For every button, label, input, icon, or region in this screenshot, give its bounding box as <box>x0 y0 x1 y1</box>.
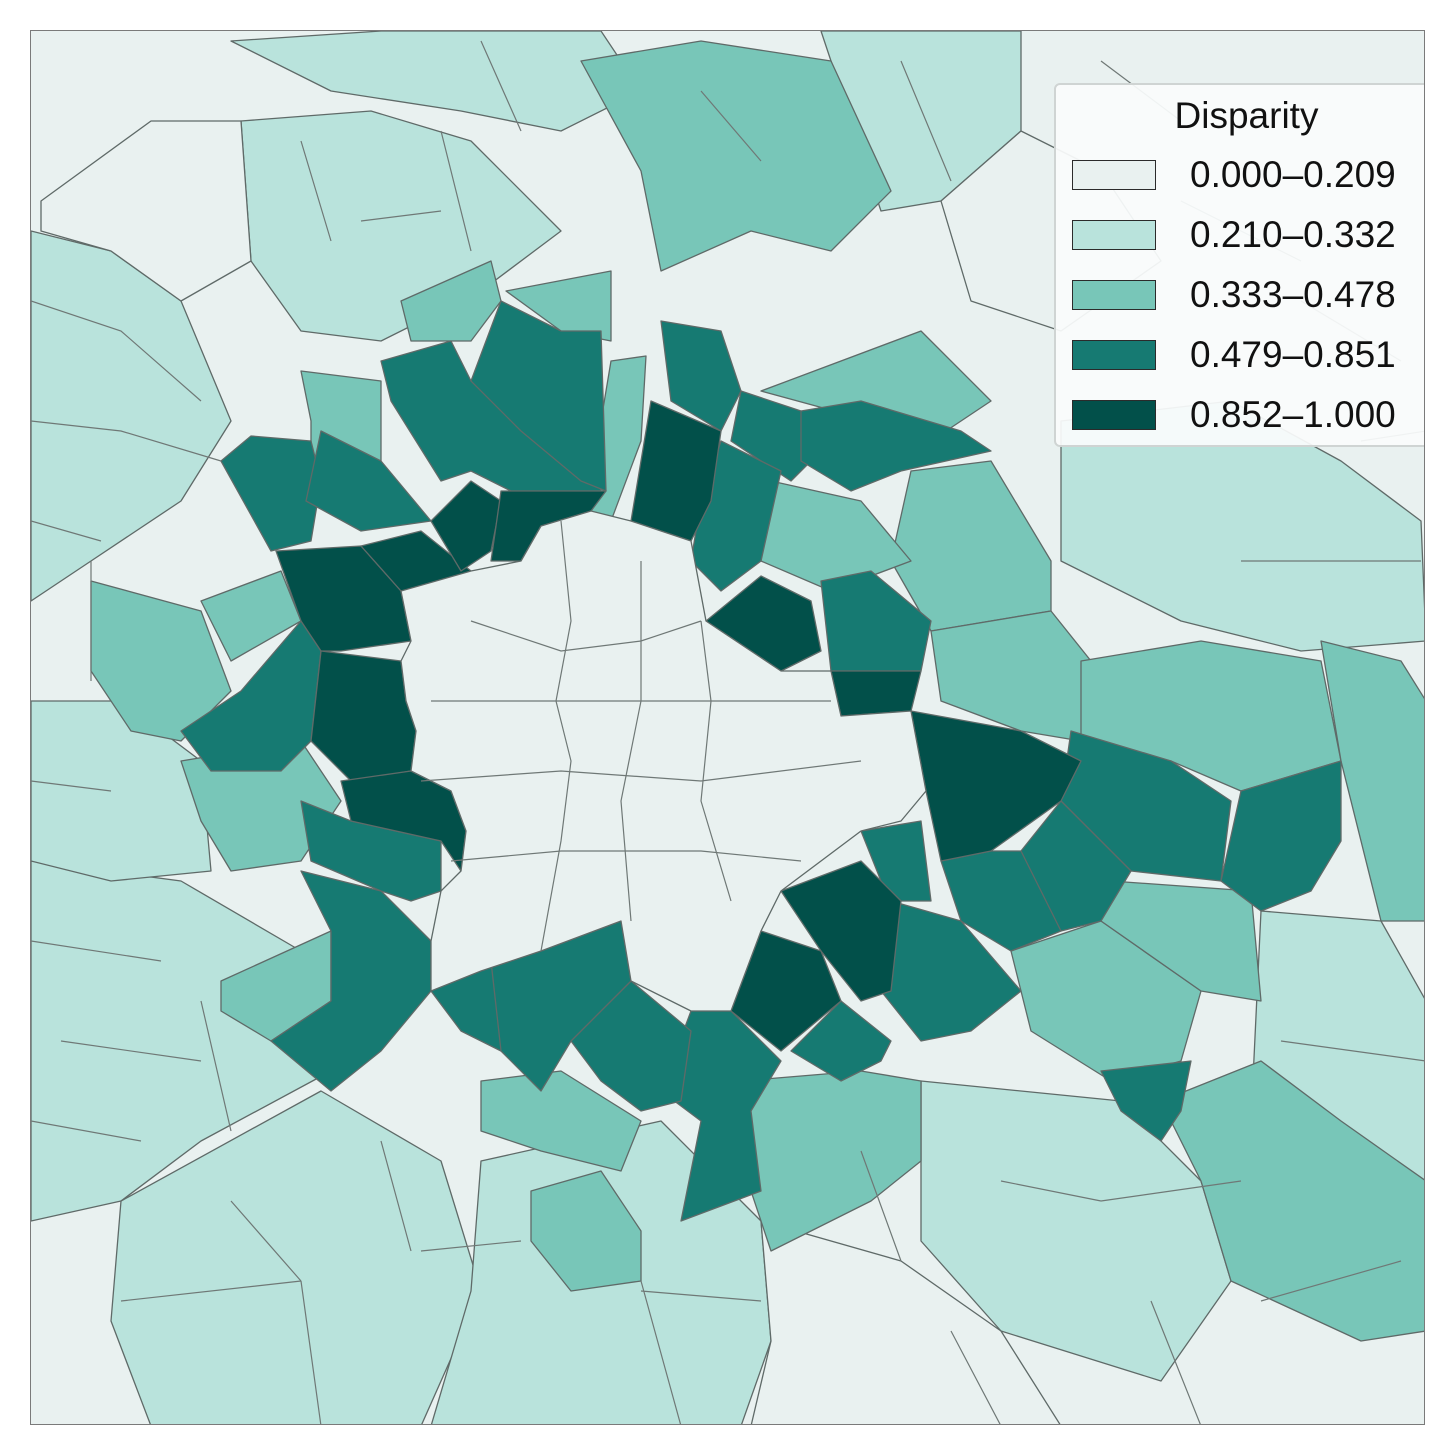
map-canvas <box>31 31 1424 1424</box>
region-core-e-a <box>830 670 922 717</box>
region-ring-ne-b <box>730 390 812 482</box>
region-ring-nw-a <box>220 435 322 552</box>
legend-label: 0.852–1.000 <box>1190 394 1396 435</box>
core-ring-layer <box>275 400 1082 1052</box>
region-ring-e-a <box>820 570 932 672</box>
legend-entry: 0.852–1.000 <box>1072 394 1422 435</box>
region-north-tract-c <box>505 270 612 342</box>
legend-swatch <box>1072 160 1156 190</box>
legend-swatch <box>1072 400 1156 430</box>
legend-swatch <box>1072 220 1156 250</box>
region-core-e-b <box>910 710 1082 862</box>
legend-label: 0.210–0.332 <box>1190 214 1396 255</box>
region-core-w-b <box>310 650 417 782</box>
legend-entry: 0.479–0.851 <box>1072 334 1422 375</box>
legend-label: 0.000–0.209 <box>1190 154 1396 195</box>
legend-swatch <box>1072 280 1156 310</box>
region-core-n-c <box>630 400 722 542</box>
region-ring-sw-b <box>270 870 432 1092</box>
region-north-tract-b <box>400 260 502 342</box>
region-northwest-outer <box>230 31 642 132</box>
region-city-center <box>400 510 927 1012</box>
legend-swatch <box>1072 340 1156 370</box>
region-east-inner-tract <box>760 480 912 592</box>
region-south-tract-a <box>740 1070 922 1252</box>
city-center-layer <box>400 510 927 1012</box>
region-ring-ne-c <box>800 400 992 492</box>
region-ring-se-c <box>860 820 932 902</box>
legend-label: 0.333–0.478 <box>1190 274 1396 315</box>
map-legend: Disparity 0.000–0.209 0.210–0.332 0.333–… <box>1054 83 1424 447</box>
region-ring-n-b <box>470 300 607 492</box>
region-ring-s-a <box>790 1000 892 1082</box>
legend-label: 0.479–0.851 <box>1190 334 1396 375</box>
region-ring-e-c <box>1220 760 1342 912</box>
region-southwest-outer <box>31 860 332 1222</box>
legend-title: Disparity <box>1174 95 1319 136</box>
choropleth-map: Disparity 0.000–0.209 0.210–0.332 0.333–… <box>30 30 1425 1425</box>
region-southeast-tract-c <box>1160 1060 1424 1342</box>
district-boundary-lines <box>420 520 862 952</box>
region-east-tract-a <box>890 460 1052 632</box>
region-ring-ne-a <box>660 320 742 432</box>
legend-entry: 0.333–0.478 <box>1072 274 1422 315</box>
region-ring-nw-b <box>305 430 432 532</box>
region-south-tract-c <box>480 1070 642 1172</box>
region-ring-se-e <box>1100 1060 1192 1142</box>
legend-entry: 0.000–0.209 <box>1072 154 1422 195</box>
middle-ring-layer <box>90 40 1424 1342</box>
region-far-northwest <box>40 120 252 302</box>
region-north-tract <box>580 40 892 272</box>
legend-entry: 0.210–0.332 <box>1072 214 1422 255</box>
